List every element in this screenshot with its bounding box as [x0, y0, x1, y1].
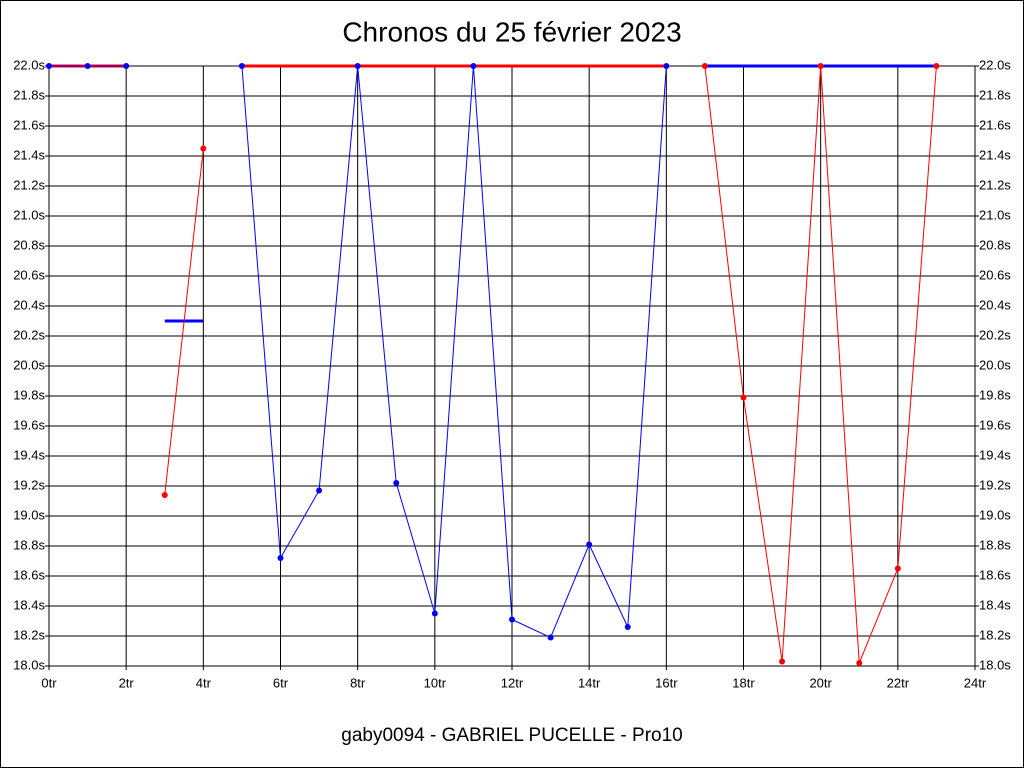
y2-tick-label: 18.0s: [979, 657, 1011, 672]
y-tick-label: 20.6s: [13, 267, 45, 282]
data-point: [624, 624, 631, 630]
y-tick-label: 20.2s: [13, 327, 45, 342]
data-point: [894, 565, 901, 572]
x-tick-label: 16tr: [655, 675, 678, 690]
y-tick-label: 18.6s: [13, 567, 45, 582]
x-tick-label: 8tr: [350, 675, 366, 690]
data-point: [663, 63, 670, 69]
y-tick-label: 19.6s: [13, 417, 45, 432]
x-tick-label: 0tr: [41, 675, 57, 690]
y2-tick-label: 21.4s: [979, 147, 1011, 162]
x-tick-label: 12tr: [501, 675, 524, 690]
y2-tick-label: 20.0s: [979, 357, 1011, 372]
y-tick-label: 18.0s: [13, 657, 45, 672]
y-tick-label: 21.2s: [13, 177, 45, 192]
data-point: [354, 63, 361, 69]
data-point: [740, 394, 747, 401]
x-tick-label: 14tr: [578, 675, 601, 690]
y2-tick-label: 21.0s: [979, 207, 1011, 222]
y-tick-label: 19.8s: [13, 387, 45, 402]
y2-tick-label: 19.0s: [979, 507, 1011, 522]
y2-tick-label: 20.6s: [979, 267, 1011, 282]
y-tick-label: 19.2s: [13, 477, 45, 492]
x-tick-label: 10tr: [424, 675, 447, 690]
y-tick-label: 21.0s: [13, 207, 45, 222]
data-point: [586, 541, 593, 548]
y-tick-label: 20.0s: [13, 357, 45, 372]
data-point: [933, 63, 940, 69]
y2-tick-label: 22.0s: [979, 57, 1011, 72]
y-tick-label: 18.8s: [13, 537, 45, 552]
y2-tick-label: 21.6s: [979, 117, 1011, 132]
data-point: [46, 63, 52, 69]
y-tick-label: 21.6s: [13, 117, 45, 132]
y2-tick-label: 19.8s: [979, 387, 1011, 402]
data-point: [470, 63, 477, 69]
x-tick-label: 22tr: [887, 675, 910, 690]
y2-tick-label: 20.2s: [979, 327, 1011, 342]
y-tick-label: 19.4s: [13, 447, 45, 462]
y-tick-label: 18.2s: [13, 627, 45, 642]
y2-tick-label: 19.4s: [979, 447, 1011, 462]
data-point: [547, 634, 554, 641]
footer: gaby0094 - GABRIEL PUCELLE - Pro10: [341, 725, 682, 746]
x-tick-label: 4tr: [196, 675, 212, 690]
y-tick-label: 22.0s: [13, 57, 45, 72]
x-tick-label: 18tr: [732, 675, 755, 690]
data-point: [123, 63, 130, 69]
y-tick-label: 20.8s: [13, 237, 45, 252]
x-tick-label: 24tr: [964, 675, 987, 690]
data-point: [200, 145, 207, 152]
chart-title: Chronos du 25 février 2023: [342, 16, 681, 47]
data-point: [701, 63, 708, 69]
data-point: [779, 658, 786, 665]
data-point: [431, 610, 438, 617]
data-point: [856, 660, 863, 666]
data-point: [161, 492, 168, 498]
x-tick-label: 20tr: [809, 675, 832, 690]
y-tick-label: 18.4s: [13, 597, 45, 612]
data-point: [238, 63, 245, 69]
y2-tick-label: 18.6s: [979, 567, 1011, 582]
y-tick-label: 20.4s: [13, 297, 45, 312]
x-tick-label: 6tr: [273, 675, 289, 690]
y2-tick-label: 20.4s: [979, 297, 1011, 312]
y2-tick-label: 21.8s: [979, 87, 1011, 102]
y2-tick-label: 18.4s: [979, 597, 1011, 612]
data-point: [316, 487, 323, 494]
y2-tick-label: 18.8s: [979, 537, 1011, 552]
y2-tick-label: 19.6s: [979, 417, 1011, 432]
y2-tick-label: 19.2s: [979, 477, 1011, 492]
y2-tick-label: 21.2s: [979, 177, 1011, 192]
x-tick-label: 2tr: [119, 675, 135, 690]
data-point: [393, 480, 400, 486]
y-tick-label: 21.4s: [13, 147, 45, 162]
data-point: [84, 63, 91, 69]
data-point: [509, 616, 515, 623]
y-tick-label: 19.0s: [13, 507, 45, 522]
y-tick-label: 21.8s: [13, 87, 45, 102]
y2-tick-label: 20.8s: [979, 237, 1011, 252]
data-point: [277, 555, 284, 561]
data-point: [817, 63, 824, 69]
y2-tick-label: 18.2s: [979, 627, 1011, 642]
